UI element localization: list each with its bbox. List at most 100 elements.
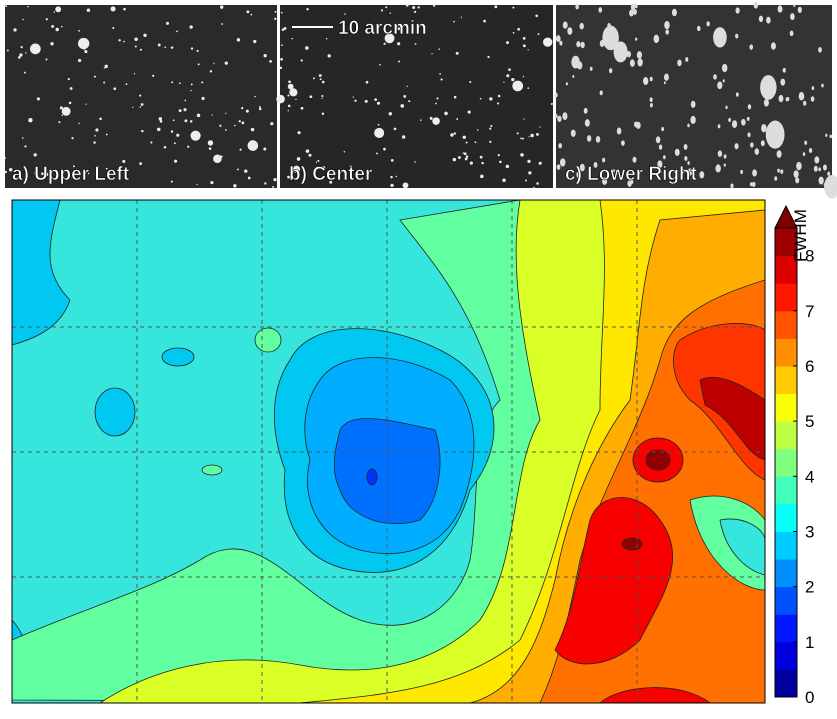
- star: [38, 177, 40, 180]
- star: [317, 159, 320, 162]
- star: [562, 21, 568, 29]
- star: [808, 147, 813, 154]
- star: [497, 94, 501, 98]
- star: [813, 165, 818, 172]
- star: [462, 152, 465, 154]
- star: [602, 25, 619, 51]
- star: [364, 99, 368, 103]
- star: [612, 169, 615, 173]
- star: [172, 46, 174, 48]
- star: [170, 180, 173, 183]
- colorbar: 0 1 2 3 4 5 6 7 8: [774, 204, 814, 707]
- star: [281, 44, 283, 47]
- star: [201, 96, 205, 101]
- star: [28, 117, 33, 123]
- star: [793, 170, 799, 179]
- star: [139, 106, 142, 108]
- star: [376, 152, 378, 155]
- star: [683, 144, 688, 150]
- star: [308, 153, 312, 157]
- star: [512, 31, 515, 34]
- colorbar-tick-label: 8: [805, 247, 814, 266]
- star: [171, 81, 174, 84]
- star: [164, 46, 167, 49]
- star: [279, 66, 283, 70]
- star: [505, 164, 510, 169]
- star: [627, 180, 632, 187]
- star: [528, 136, 530, 138]
- star: [241, 121, 245, 125]
- star: [287, 109, 289, 112]
- star: [821, 83, 824, 88]
- colorbar-tick-label: 2: [805, 578, 814, 597]
- star: [535, 14, 538, 18]
- star: [663, 73, 669, 81]
- star: [730, 183, 734, 189]
- colorbar-tick-label: 1: [805, 633, 814, 652]
- star: [621, 140, 625, 146]
- star: [166, 21, 170, 25]
- star: [250, 13, 253, 16]
- star: [319, 78, 322, 81]
- star: [196, 113, 201, 118]
- star: [632, 156, 637, 163]
- star: [595, 136, 601, 143]
- star: [263, 147, 267, 151]
- star: [383, 42, 386, 45]
- star: [264, 182, 267, 185]
- star: [395, 175, 397, 178]
- star: [483, 19, 486, 23]
- star: [97, 165, 99, 168]
- star: [159, 120, 163, 123]
- star: [728, 117, 732, 123]
- star: [429, 116, 433, 120]
- star: [721, 63, 728, 73]
- star: [388, 112, 392, 116]
- star: [287, 104, 291, 108]
- star: [599, 90, 603, 96]
- colorbar-tick-label: 6: [805, 357, 814, 376]
- colorbar-step: [775, 393, 797, 422]
- star: [133, 73, 136, 75]
- star: [497, 154, 500, 157]
- star: [558, 143, 562, 149]
- star: [798, 91, 805, 101]
- star: [565, 82, 568, 86]
- star: [184, 99, 187, 102]
- star: [246, 10, 250, 14]
- star: [725, 105, 728, 110]
- star: [280, 57, 283, 61]
- star: [60, 25, 63, 28]
- star: [735, 92, 739, 97]
- star: [390, 183, 394, 187]
- star: [55, 6, 62, 13]
- star: [4, 170, 7, 174]
- star: [763, 98, 769, 107]
- star: [44, 172, 49, 177]
- colorbar-tick-label: 4: [805, 467, 814, 486]
- star: [662, 155, 666, 160]
- star: [238, 120, 241, 123]
- star: [793, 3, 796, 8]
- star: [152, 74, 155, 77]
- star: [796, 161, 802, 171]
- star: [440, 78, 443, 81]
- star: [580, 41, 585, 49]
- star: [132, 106, 134, 109]
- star: [374, 98, 377, 101]
- star: [511, 77, 515, 82]
- star: [550, 103, 553, 106]
- star: [244, 169, 248, 173]
- star: [322, 166, 326, 170]
- star: [45, 58, 48, 61]
- star: [722, 79, 725, 83]
- star: [719, 35, 724, 41]
- star: [797, 6, 802, 14]
- star: [157, 43, 161, 47]
- star: [499, 160, 502, 164]
- star: [760, 140, 765, 147]
- star: [53, 11, 55, 13]
- star: [512, 6, 515, 9]
- star: [811, 86, 815, 91]
- star: [586, 135, 592, 142]
